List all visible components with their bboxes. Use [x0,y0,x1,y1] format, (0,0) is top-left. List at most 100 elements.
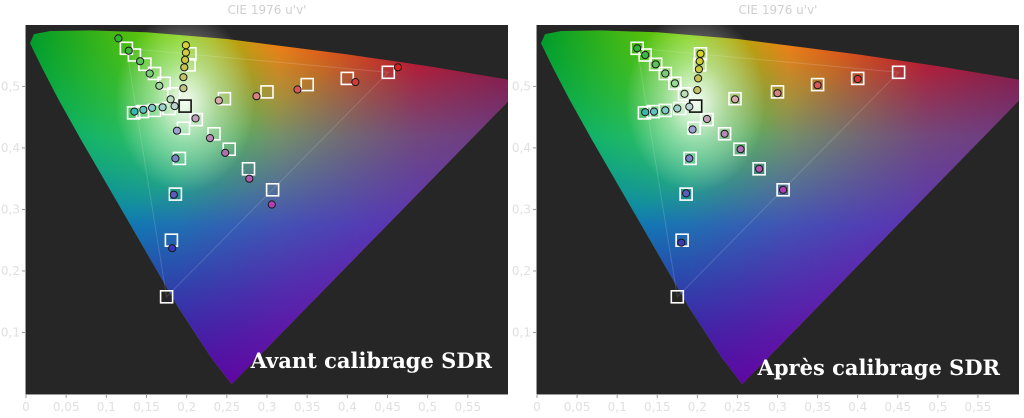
target-marker [700,112,714,127]
measured-point [670,79,680,88]
measured-point [155,81,164,90]
measured-point [755,164,764,173]
measured-point [168,244,177,253]
measured-point [172,126,182,135]
panel-title: CIE 1976 u'v' [739,3,818,17]
measured-point [170,102,179,111]
y-tick-label: 0,4 [512,141,531,155]
target-marker [126,106,141,120]
target-marker [638,48,653,62]
target-marker [679,187,693,201]
x-tick-label: 0,35 [294,400,321,414]
measured-point [245,174,254,183]
measured-point [673,104,682,113]
y-tick-label: 0,3 [512,202,531,216]
target-marker [770,85,785,99]
y-tick-label: 0,5 [512,79,531,93]
measured-point [685,154,694,163]
measured-point [267,200,276,209]
target-marker [159,289,174,304]
x-tick-label: 0,15 [133,400,160,414]
target-marker [752,162,766,176]
measured-point [651,60,660,69]
axes: 0 0,05 0,1 0,15 0,2 0,25 0,3 0,35 0,4 0,45 0,5 0,55… [512,25,1019,414]
y-tick-label: 0,2 [1,264,20,278]
target-marker [668,76,682,91]
x-tick-label: 0,3 [768,400,787,414]
x-tick-label: 0,35 [804,400,831,414]
x-tick-label: 0,1 [608,400,627,414]
measured-point [661,106,670,115]
plot-area [541,25,1019,385]
x-tick-label: 0,3 [257,400,276,414]
target-marker [265,183,280,197]
x-tick-label: 0,25 [213,400,240,414]
target-marker [810,77,825,92]
x-tick-label: 0,25 [724,400,751,414]
measured-point [696,49,705,58]
measured-point [179,84,188,93]
panel-caption: Avant calibrage SDR [250,348,493,373]
x-tick-label: 0,5 [928,400,947,414]
measured-point [214,96,223,105]
target-marker [178,99,192,113]
measured-point [694,74,703,83]
x-tick-label: 0 [533,400,541,414]
measured-point [694,65,704,74]
panel-after: CIE 1976 u'v' 0 0,05 0,1 0,15 0,2 0,25 0,3 0,35… [512,3,1019,414]
x-tick-label: 0,2 [688,400,707,414]
measured-point [736,145,745,154]
target-marker [207,127,221,141]
measured-point [158,103,167,112]
measured-point [169,190,178,199]
y-tick-label: 0,5 [1,79,20,93]
panel-before: CIE 1976 u'v' 0 0,05 0,1 0,15 0,2 0,25 0,3 0,35… [1,3,508,414]
measured-point [680,89,689,98]
measured-point [695,57,704,66]
target-marker [717,127,732,141]
target-marker [687,121,701,135]
measured-point [181,55,190,65]
target-marker [677,87,692,101]
x-tick-label: 0,1 [97,400,116,414]
target-marker [127,48,142,62]
measured-point [148,103,157,113]
measured-point [180,63,189,72]
measured-point [252,92,261,101]
measured-point [779,185,788,194]
measured-point [677,238,686,247]
x-tick-label: 0,05 [53,400,80,414]
measured-point [682,189,691,198]
measured-point [191,114,200,123]
measured-point [693,86,702,95]
target-marker [168,187,183,201]
target-marker [648,57,663,72]
target-marker [340,71,355,86]
y-tick-label: 0,1 [1,326,20,340]
target-marker [189,112,204,127]
measured-point [702,114,712,124]
measured-point [130,107,139,116]
target-marker [300,77,315,92]
panel-title: CIE 1976 u'v' [228,3,307,17]
target-marker [381,65,396,80]
measured-point [293,85,302,94]
y-tick-label: 0,2 [512,264,531,278]
measured-point [688,125,697,134]
measured-point [166,95,175,104]
measured-point [145,69,154,78]
measured-point [661,69,670,78]
axes: 0 0,05 0,1 0,15 0,2 0,25 0,3 0,35 0,4 0,45 0,5 0,55… [1,25,508,414]
target-marker [776,183,790,197]
target-marker [891,65,906,80]
x-tick-label: 0,55 [454,400,481,414]
x-tick-label: 0,45 [374,400,401,414]
target-marker [222,142,236,156]
x-tick-label: 0,05 [564,400,591,414]
measured-point [813,81,822,90]
target-marker [683,151,697,166]
measured-point [351,78,360,87]
x-tick-label: 0,4 [338,400,357,414]
measured-point [641,108,650,117]
